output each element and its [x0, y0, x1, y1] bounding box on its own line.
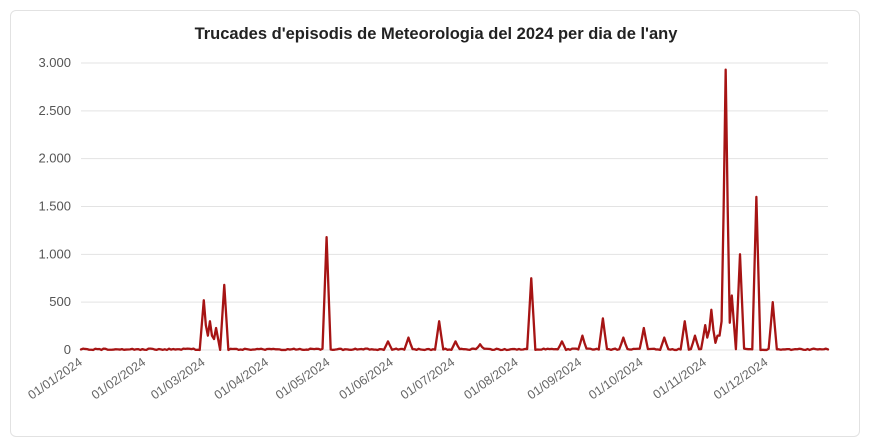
svg-text:2.000: 2.000 [38, 151, 71, 166]
svg-text:500: 500 [49, 294, 71, 309]
svg-text:01/06/2024: 01/06/2024 [337, 355, 396, 402]
svg-text:01/11/2024: 01/11/2024 [650, 355, 709, 402]
svg-text:2.500: 2.500 [38, 103, 71, 118]
svg-text:3.000: 3.000 [38, 55, 71, 70]
svg-text:0: 0 [64, 342, 71, 357]
svg-text:1.500: 1.500 [38, 199, 71, 214]
svg-text:01/01/2024: 01/01/2024 [25, 355, 84, 402]
svg-text:01/04/2024: 01/04/2024 [212, 355, 271, 402]
svg-text:01/03/2024: 01/03/2024 [148, 355, 207, 402]
svg-text:01/10/2024: 01/10/2024 [586, 355, 645, 402]
svg-text:01/02/2024: 01/02/2024 [89, 355, 148, 402]
svg-text:01/12/2024: 01/12/2024 [711, 355, 770, 402]
svg-text:01/08/2024: 01/08/2024 [461, 355, 520, 402]
svg-text:1.000: 1.000 [38, 246, 71, 261]
svg-text:01/07/2024: 01/07/2024 [398, 355, 457, 402]
svg-text:01/05/2024: 01/05/2024 [273, 355, 332, 402]
svg-text:01/09/2024: 01/09/2024 [525, 355, 584, 402]
